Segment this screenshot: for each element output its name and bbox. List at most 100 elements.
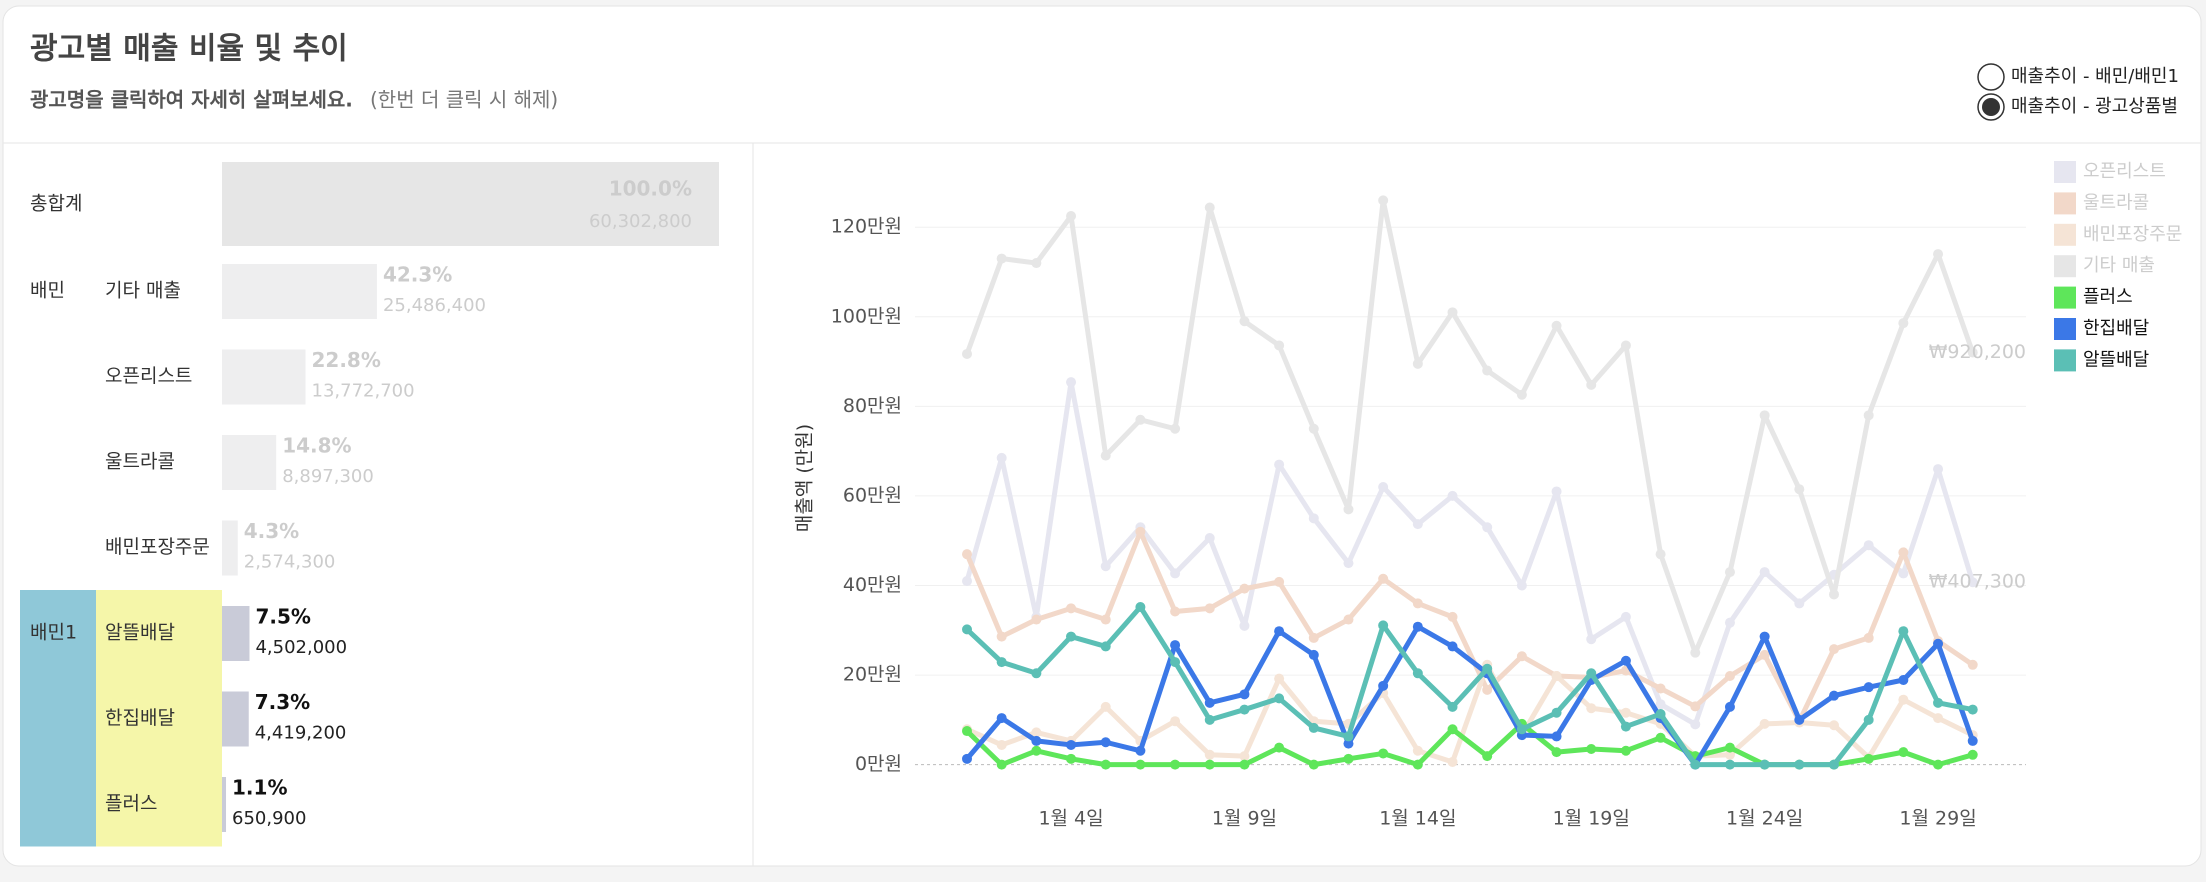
point: [1204, 603, 1215, 614]
legend-swatch[interactable]: [2054, 255, 2076, 278]
point: [1343, 614, 1354, 625]
row-label[interactable]: 총합계: [30, 193, 82, 215]
point: [1204, 759, 1215, 770]
item-bar[interactable]: [222, 777, 227, 832]
point: [1135, 526, 1146, 537]
legend-swatch[interactable]: [2054, 161, 2076, 183]
point: [1378, 573, 1389, 584]
radio-label[interactable]: 매출추이 - 광고상품별: [2011, 96, 2178, 117]
point: [1724, 670, 1735, 681]
y-tick-label: 120만원: [831, 216, 902, 238]
point: [1724, 742, 1735, 753]
item-bar[interactable]: [222, 349, 306, 405]
legend-label[interactable]: 알뜰배달: [2083, 349, 2149, 370]
point: [1447, 490, 1458, 501]
point: [1204, 533, 1215, 544]
point: [1655, 683, 1666, 694]
point: [1898, 626, 1909, 637]
point: [1898, 547, 1909, 558]
point: [1724, 749, 1735, 760]
point: [1066, 739, 1077, 750]
legend-swatch[interactable]: [2054, 223, 2076, 246]
group-label[interactable]: 배민: [30, 280, 65, 302]
point: [1066, 753, 1077, 764]
legend-label[interactable]: 플러스: [2083, 287, 2133, 308]
legend-swatch[interactable]: [2054, 286, 2076, 309]
item-amount: 2,574,300: [244, 552, 336, 573]
point: [1724, 567, 1735, 578]
item-label[interactable]: 울트라콜: [105, 451, 175, 473]
radio-label[interactable]: 매출추이 - 배민/배민1: [2011, 66, 2179, 87]
point: [1239, 583, 1250, 594]
x-tick-label: 1월 14일: [1379, 808, 1456, 830]
point: [1066, 631, 1077, 642]
point: [1066, 603, 1077, 614]
point: [1482, 365, 1493, 376]
point: [1655, 549, 1666, 560]
point: [1100, 641, 1111, 652]
total-bar[interactable]: [222, 162, 719, 246]
item-amount: 4,502,000: [255, 637, 347, 658]
point: [1204, 749, 1215, 760]
radio-dot: [1982, 98, 2000, 116]
y-tick-label: 60만원: [843, 484, 902, 506]
legend-swatch[interactable]: [2054, 318, 2076, 340]
point: [1551, 670, 1562, 681]
point: [1135, 602, 1146, 613]
item-bar[interactable]: [222, 435, 277, 490]
item-label[interactable]: 오픈리스트: [105, 365, 192, 387]
group-label[interactable]: 배민1: [30, 622, 77, 644]
legend-label[interactable]: 기타 매출: [2083, 255, 2155, 276]
point: [996, 759, 1007, 770]
item-bar[interactable]: [222, 691, 249, 747]
point: [1724, 759, 1735, 770]
point: [1135, 414, 1146, 425]
item-bar[interactable]: [222, 520, 238, 576]
point: [1274, 576, 1285, 587]
legend-label[interactable]: 한집배달: [2083, 318, 2149, 339]
y-tick-label: 80만원: [843, 395, 902, 417]
point: [1724, 617, 1735, 628]
point: [1933, 638, 1944, 649]
legend-label[interactable]: 배민포장주문: [2083, 224, 2182, 245]
item-amount: 25,486,400: [383, 295, 486, 316]
point: [1863, 753, 1874, 764]
point: [1170, 606, 1181, 617]
legend-label[interactable]: 오픈리스트: [2083, 161, 2166, 182]
item-amount: 8,897,300: [282, 466, 374, 487]
item-label[interactable]: 기타 매출: [105, 280, 181, 302]
point: [1967, 347, 1978, 358]
point: [996, 739, 1007, 750]
item-amount: 4,419,200: [255, 723, 347, 744]
point: [1898, 318, 1909, 329]
series-line: [965, 604, 1974, 768]
legend-swatch[interactable]: [2054, 192, 2076, 215]
point: [1863, 714, 1874, 725]
item-bar[interactable]: [222, 264, 377, 319]
legend-swatch[interactable]: [2054, 349, 2076, 372]
point: [1586, 743, 1597, 754]
point: [1794, 598, 1805, 609]
item-label[interactable]: 한집배달: [105, 707, 175, 729]
point: [996, 713, 1007, 724]
point: [1759, 567, 1770, 578]
point: [1829, 720, 1839, 731]
point: [1100, 561, 1111, 572]
point: [1308, 513, 1319, 524]
item-label[interactable]: 알뜰배달: [105, 622, 175, 644]
item-label[interactable]: 플러스: [105, 793, 157, 815]
point: [1343, 738, 1354, 749]
x-tick-label: 1월 24일: [1726, 808, 1803, 830]
point: [1759, 649, 1770, 660]
point: [1308, 759, 1319, 770]
point: [1412, 598, 1423, 609]
point: [1690, 759, 1701, 770]
legend-label[interactable]: 울트라콜: [2083, 192, 2149, 213]
y-axis-title: 매출액 (만원): [794, 424, 816, 532]
point: [1759, 631, 1770, 642]
item-label[interactable]: 배민포장주문: [105, 536, 210, 558]
point: [1967, 577, 1978, 588]
item-bar[interactable]: [222, 606, 250, 661]
point: [1690, 701, 1701, 712]
radio[interactable]: [1977, 63, 2005, 91]
